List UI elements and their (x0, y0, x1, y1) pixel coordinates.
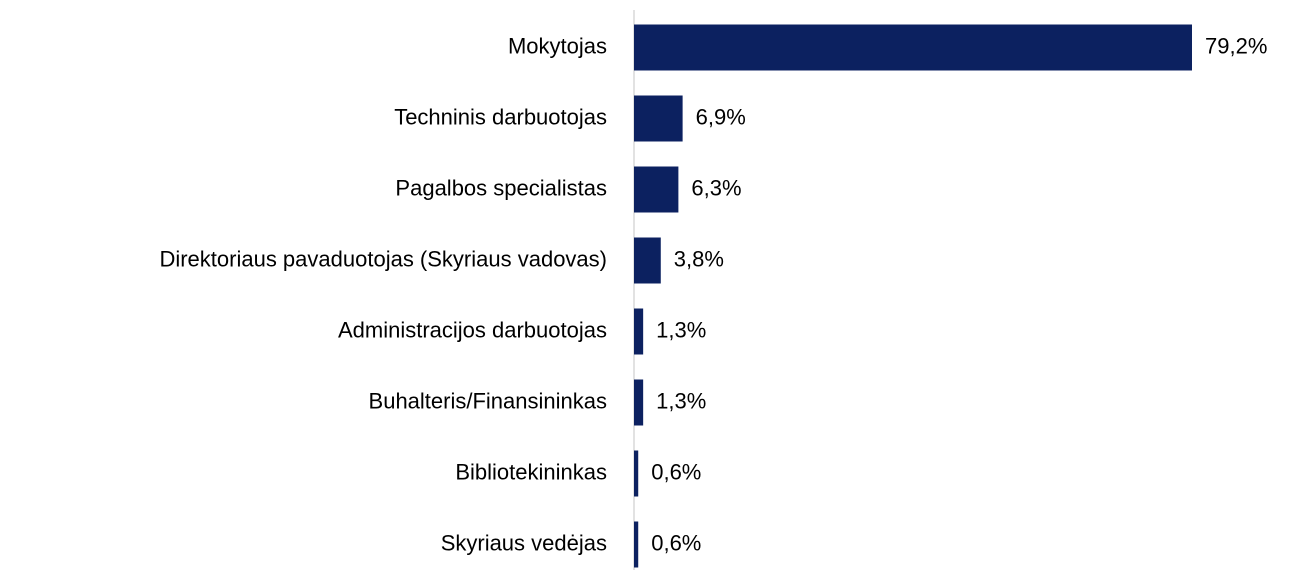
bar (634, 521, 639, 568)
value-label: 0,6% (651, 459, 701, 484)
value-label: 1,3% (656, 388, 706, 413)
value-label: 3,8% (674, 246, 724, 271)
bar (634, 308, 644, 355)
value-label: 0,6% (651, 530, 701, 555)
bar (634, 237, 661, 284)
category-label: Mokytojas (508, 33, 607, 58)
category-label: Administracijos darbuotojas (338, 317, 607, 342)
bar (634, 24, 1192, 71)
bar (634, 450, 639, 497)
category-label: Bibliotekininkas (455, 459, 607, 484)
category-label: Direktoriaus pavaduotojas (Skyriaus vado… (159, 246, 607, 271)
value-label: 1,3% (656, 317, 706, 342)
category-label: Skyriaus vedėjas (441, 530, 607, 555)
bar (634, 166, 679, 213)
category-label: Buhalteris/Finansininkas (369, 388, 607, 413)
value-label: 6,3% (691, 175, 741, 200)
value-label: 79,2% (1205, 33, 1267, 58)
category-label: Techninis darbuotojas (394, 104, 607, 129)
value-label: 6,9% (696, 104, 746, 129)
category-label: Pagalbos specialistas (395, 175, 607, 200)
bar (634, 95, 683, 142)
bar (634, 379, 644, 426)
